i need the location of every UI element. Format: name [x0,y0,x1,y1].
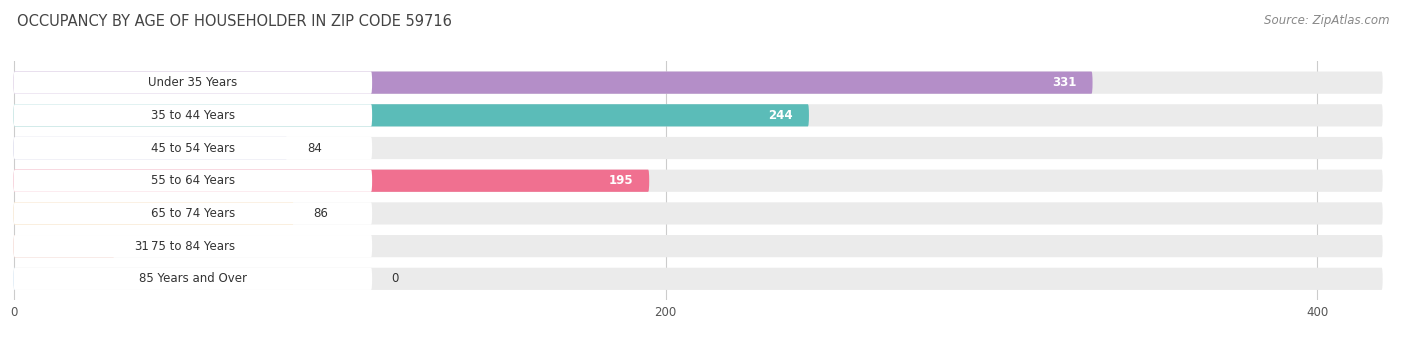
Text: 31: 31 [134,240,149,253]
FancyBboxPatch shape [14,235,1382,257]
Text: 85 Years and Over: 85 Years and Over [139,272,247,285]
FancyBboxPatch shape [14,72,373,94]
FancyBboxPatch shape [14,202,294,224]
FancyBboxPatch shape [14,268,1382,290]
Text: 55 to 64 Years: 55 to 64 Years [150,174,235,187]
Text: 331: 331 [1052,76,1076,89]
Text: OCCUPANCY BY AGE OF HOUSEHOLDER IN ZIP CODE 59716: OCCUPANCY BY AGE OF HOUSEHOLDER IN ZIP C… [17,14,451,29]
Text: 35 to 44 Years: 35 to 44 Years [150,109,235,122]
FancyBboxPatch shape [14,137,1382,159]
FancyBboxPatch shape [14,268,15,290]
Text: 45 to 54 Years: 45 to 54 Years [150,142,235,154]
Text: 75 to 84 Years: 75 to 84 Years [150,240,235,253]
Text: 86: 86 [314,207,329,220]
FancyBboxPatch shape [14,104,808,127]
FancyBboxPatch shape [14,169,1382,192]
Text: 0: 0 [392,272,399,285]
FancyBboxPatch shape [14,137,373,159]
FancyBboxPatch shape [14,169,373,192]
FancyBboxPatch shape [14,104,1382,127]
Text: 195: 195 [609,174,633,187]
FancyBboxPatch shape [14,169,650,192]
FancyBboxPatch shape [14,235,373,257]
Text: 65 to 74 Years: 65 to 74 Years [150,207,235,220]
FancyBboxPatch shape [14,235,115,257]
FancyBboxPatch shape [14,202,373,224]
FancyBboxPatch shape [14,104,373,127]
Text: Under 35 Years: Under 35 Years [148,76,238,89]
Text: 244: 244 [768,109,793,122]
FancyBboxPatch shape [14,137,287,159]
FancyBboxPatch shape [14,268,373,290]
Text: 84: 84 [307,142,322,154]
FancyBboxPatch shape [14,72,1382,94]
FancyBboxPatch shape [14,202,1382,224]
Text: Source: ZipAtlas.com: Source: ZipAtlas.com [1264,14,1389,27]
FancyBboxPatch shape [14,72,1092,94]
